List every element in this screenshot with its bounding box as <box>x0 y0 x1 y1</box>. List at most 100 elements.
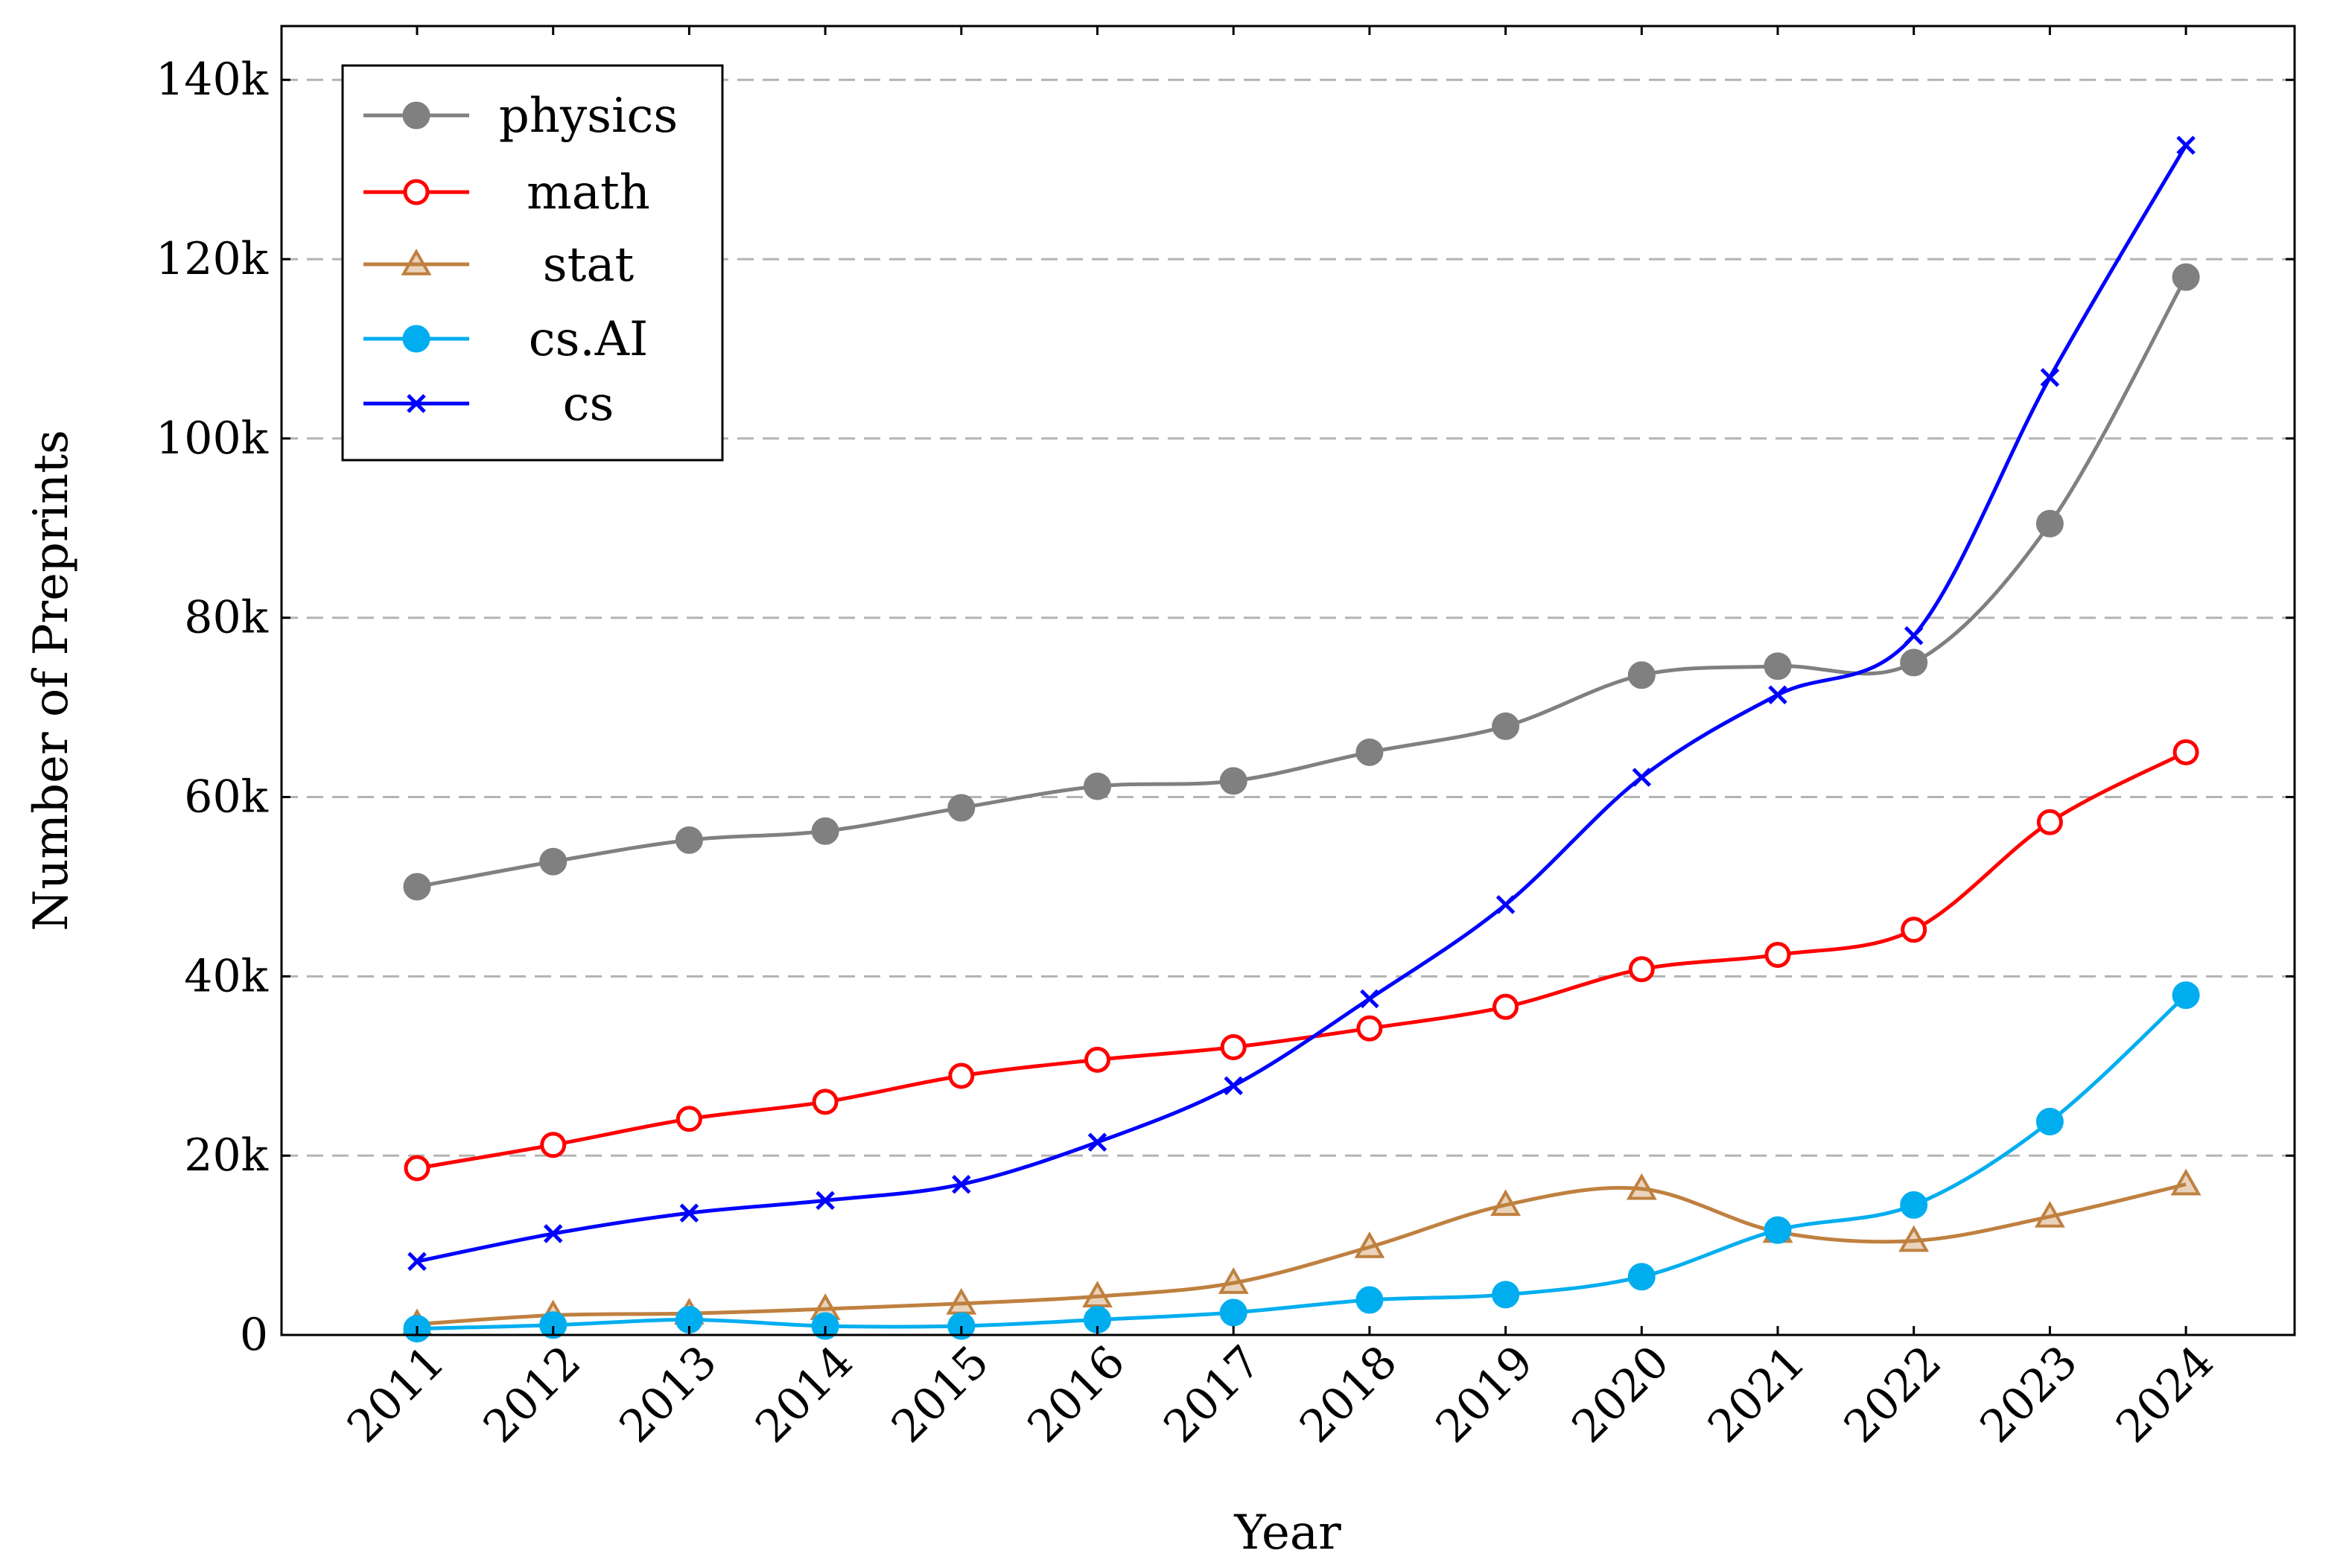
y-tick-label: 0 <box>240 1309 268 1361</box>
data-point <box>1492 993 1519 1020</box>
x-tick-label: 2024 <box>2106 1336 2223 1453</box>
cross-stroke <box>1224 1076 1243 1096</box>
y-tick-label: 80k <box>184 592 268 644</box>
data-point <box>1355 738 1384 766</box>
data-point <box>1354 1231 1385 1258</box>
data-point <box>1768 685 1787 705</box>
data-point <box>1495 895 1516 914</box>
cross-stroke <box>2040 368 2060 387</box>
series-line <box>416 750 2187 1170</box>
data-point <box>1904 626 1924 646</box>
legend: physics math stat cs.AI cs <box>341 64 724 462</box>
data-point <box>543 1224 563 1243</box>
cross-stroke <box>1904 626 1924 646</box>
y-tick-label: 60k <box>184 771 268 823</box>
series-lines <box>401 136 2201 1343</box>
legend-item: physics <box>363 89 678 144</box>
x-tick-label: 2019 <box>1426 1336 1543 1453</box>
data-point <box>540 1132 567 1159</box>
data-point <box>1628 956 1655 983</box>
x-tick-label: 2016 <box>1018 1336 1135 1453</box>
x-tick-label: 2022 <box>1834 1336 1951 1453</box>
legend-marker <box>401 248 432 275</box>
cross-stroke <box>816 1191 835 1211</box>
y-tick-label: 100k <box>156 412 269 465</box>
data-point <box>1082 1281 1113 1307</box>
data-point <box>816 1191 835 1211</box>
x-tick-label: 2023 <box>1971 1336 2088 1453</box>
legend-item: math <box>363 165 650 220</box>
data-point <box>1901 917 1927 943</box>
y-tick-label: 20k <box>184 1129 268 1182</box>
data-point <box>1627 661 1656 689</box>
data-point <box>1219 767 1247 795</box>
series-line <box>416 275 2188 889</box>
data-point <box>1764 652 1792 681</box>
data-point <box>403 873 431 901</box>
data-point <box>811 817 839 845</box>
cross-stroke <box>407 1252 427 1272</box>
x-tick-label: 2011 <box>337 1336 454 1453</box>
cross-stroke <box>543 1224 563 1243</box>
data-point <box>811 1312 839 1340</box>
data-point <box>1492 1281 1520 1309</box>
x-tick-label: 2020 <box>1562 1336 1679 1453</box>
data-point <box>2176 136 2196 155</box>
x-tick-label: 2013 <box>610 1336 727 1453</box>
cross-stroke <box>2176 136 2196 155</box>
x-tick-label: 2021 <box>1698 1336 1815 1453</box>
data-point <box>2040 368 2060 387</box>
data-point <box>1224 1076 1243 1096</box>
data-point <box>675 826 703 854</box>
data-point <box>1764 941 1791 968</box>
data-point <box>1355 1286 1384 1314</box>
data-point <box>407 1252 427 1272</box>
data-point <box>1087 1132 1107 1152</box>
cross-stroke <box>1632 768 1652 787</box>
series-physics <box>403 263 2200 901</box>
data-point <box>1764 1216 1792 1244</box>
cross-stroke <box>1495 895 1516 914</box>
data-point <box>2172 263 2200 291</box>
y-tick-label: 140k <box>156 54 269 106</box>
legend-label: cs.AI <box>529 312 649 367</box>
data-point <box>2035 509 2064 538</box>
legend-marker <box>402 101 430 130</box>
data-point <box>948 1062 975 1089</box>
series-line <box>416 1182 2187 1327</box>
data-point <box>2034 1201 2065 1228</box>
data-point <box>675 1106 702 1132</box>
data-point <box>2172 981 2200 1010</box>
data-point <box>1490 1189 1522 1217</box>
data-point <box>1627 1263 1656 1291</box>
data-point <box>1219 1298 1247 1327</box>
y-tick-label: 120k <box>156 233 269 285</box>
legend-marker <box>402 325 430 353</box>
x-tick-label: 2014 <box>746 1336 862 1453</box>
data-point <box>1632 768 1652 787</box>
cross-stroke <box>1360 989 1379 1009</box>
data-point <box>679 1203 699 1223</box>
data-point <box>539 847 568 876</box>
legend-label: math <box>527 165 650 220</box>
data-point <box>2172 739 2199 765</box>
x-tick-label: 2017 <box>1154 1336 1271 1453</box>
data-point <box>1220 1033 1247 1060</box>
legend-item: cs <box>363 377 614 432</box>
data-point <box>404 1155 430 1182</box>
legend-label: stat <box>543 238 635 293</box>
data-point <box>1084 1046 1110 1073</box>
data-point <box>539 1311 568 1339</box>
cross-stroke <box>952 1174 971 1194</box>
legend-label: physics <box>499 89 678 144</box>
data-point <box>1356 1015 1383 1042</box>
legend-item: cs.AI <box>363 312 648 367</box>
x-tick-label: 2018 <box>1290 1336 1407 1453</box>
data-point <box>947 1312 976 1340</box>
cross-stroke <box>1087 1132 1107 1152</box>
data-point <box>812 1089 839 1115</box>
plot-frame <box>280 25 2296 1336</box>
data-point <box>1900 1191 1928 1219</box>
x-tick-label: 2015 <box>882 1336 999 1453</box>
